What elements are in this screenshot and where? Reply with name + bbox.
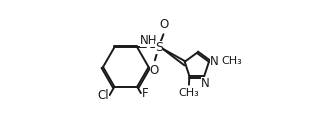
- Text: O: O: [159, 18, 169, 31]
- Text: NH: NH: [140, 34, 157, 47]
- Text: N: N: [201, 77, 209, 90]
- Text: CH₃: CH₃: [178, 88, 199, 98]
- Text: N: N: [210, 55, 219, 68]
- Text: Cl: Cl: [97, 89, 109, 102]
- Text: F: F: [142, 87, 148, 100]
- Text: S: S: [154, 41, 163, 54]
- Text: CH₃: CH₃: [221, 56, 242, 66]
- Text: O: O: [150, 64, 159, 77]
